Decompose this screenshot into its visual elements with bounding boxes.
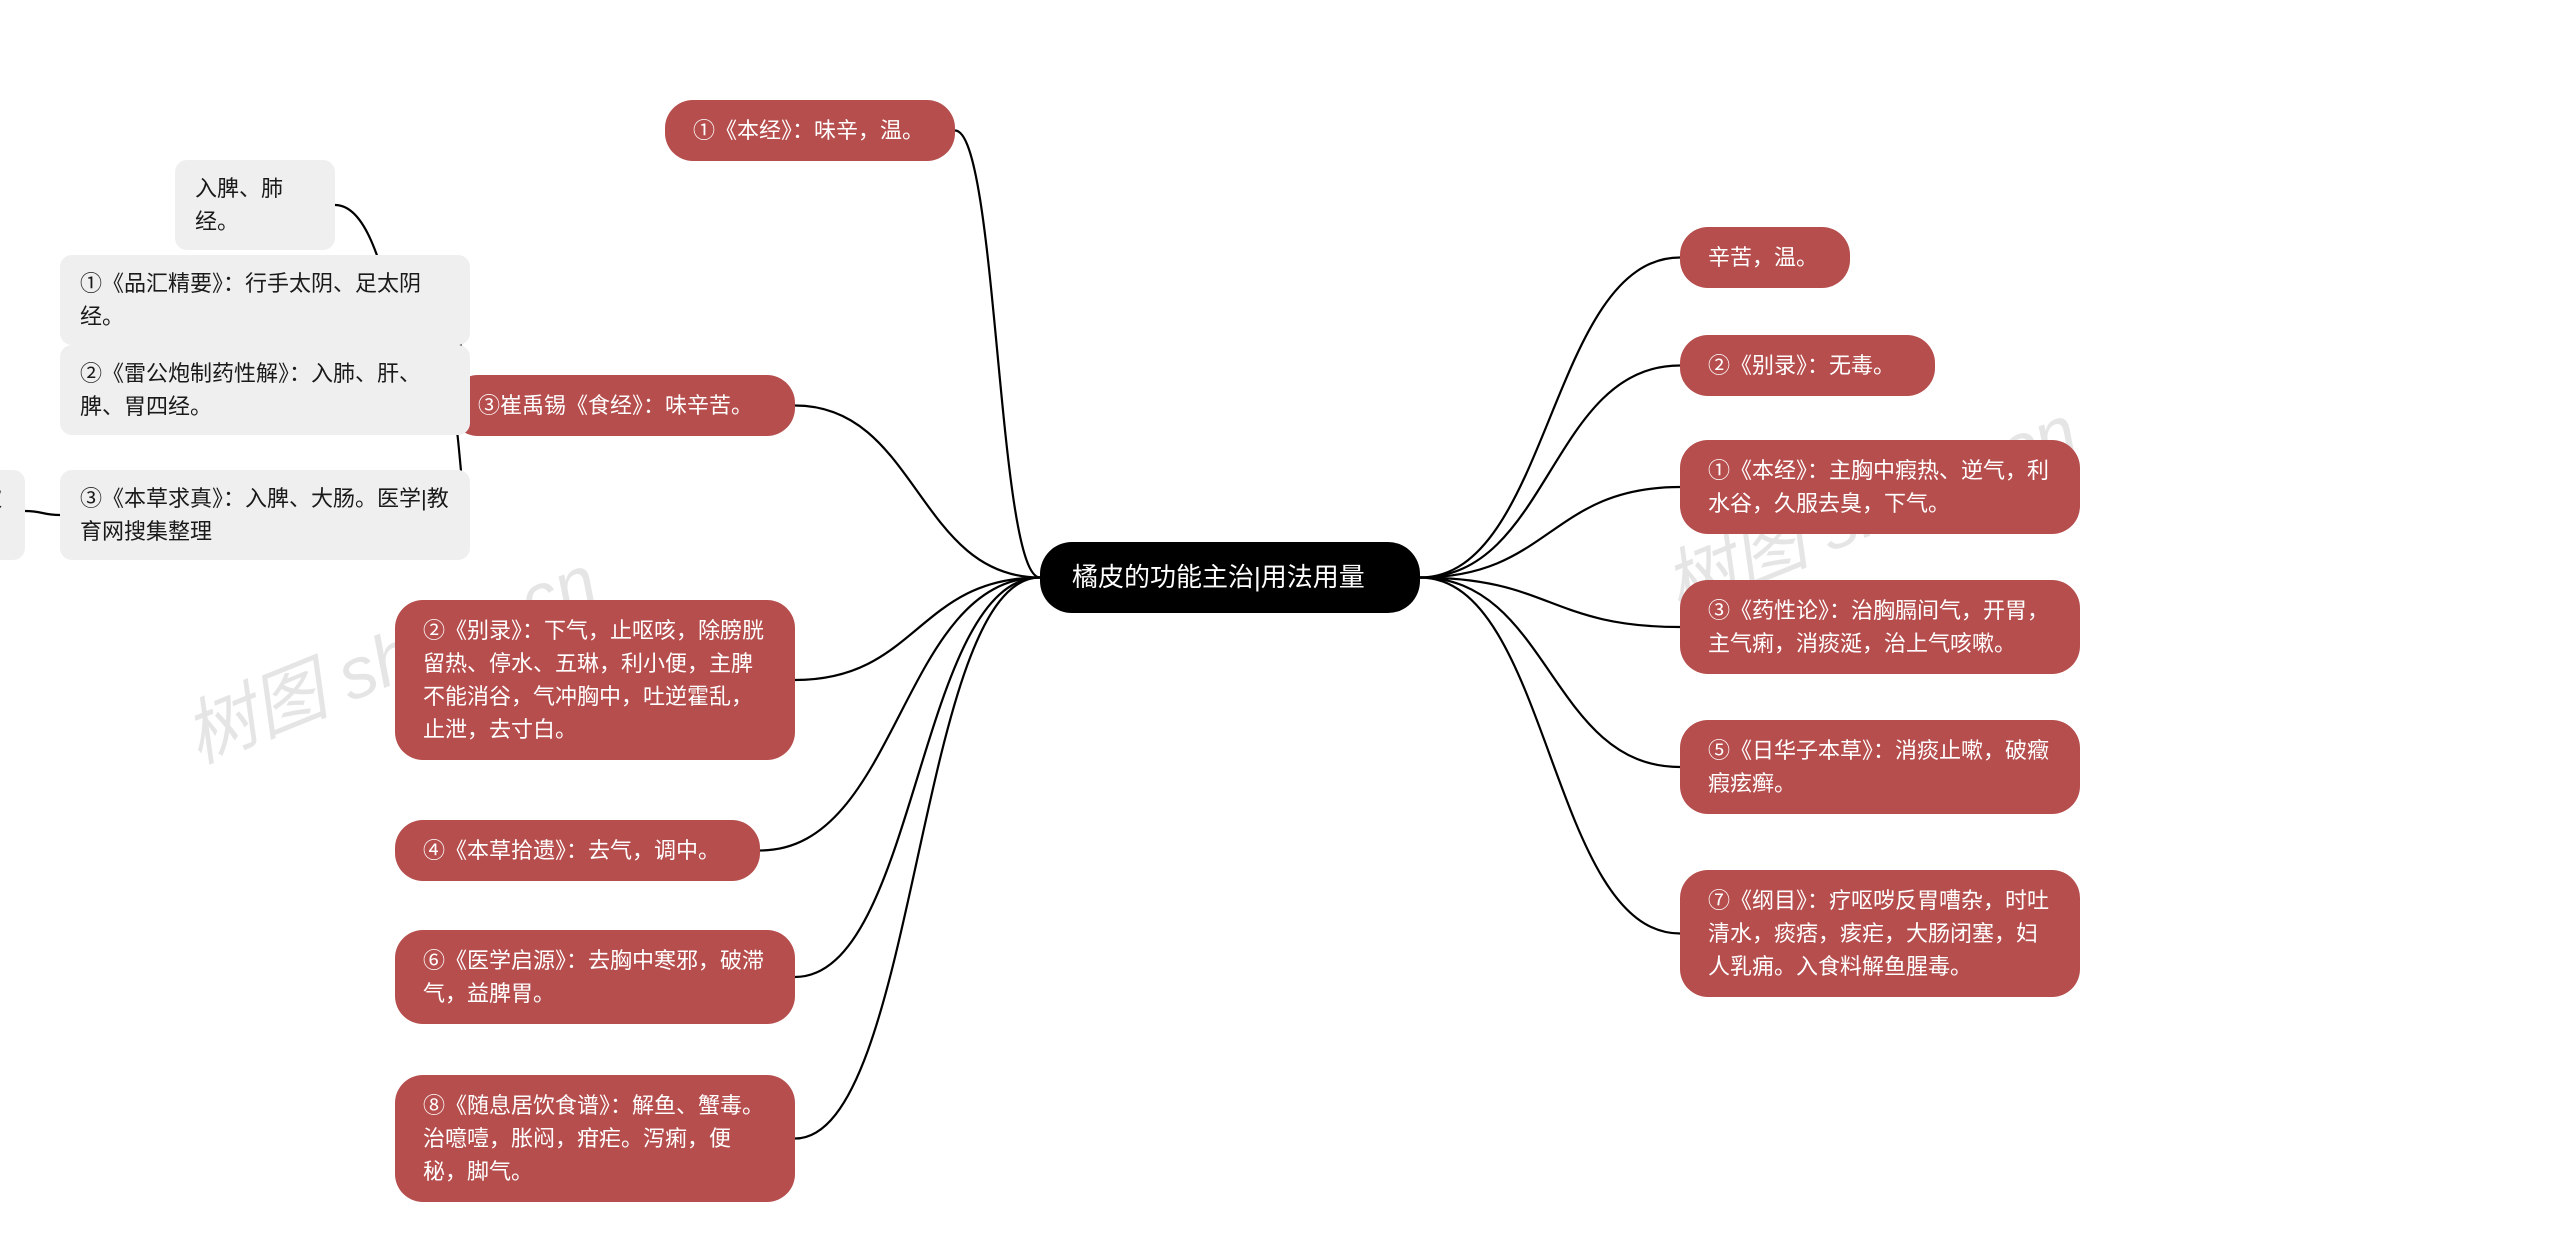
left-node-l2: ②《别录》：下气，止呕咳，除膀胱留热、停水、五琳，利小便，主脾不能消谷，气冲胸中… xyxy=(395,600,795,760)
gray-node-dangling: 理气，调中，燥湿，化痰。治胸腹胀满，不思饮食，呕吐哕逆，咳嗽痰多。亦解鱼、蟹毒。 xyxy=(0,470,25,560)
gray-node-g3: ②《雷公炮制药性解》：入肺、肝、脾、胃四经。 xyxy=(60,345,470,435)
gray-node-g1: 入脾、肺经。 xyxy=(175,160,335,250)
left-node-l8: ⑧《随息居饮食谱》：解鱼、蟹毒。治噫噎，胀闷，疳疟。泻痢，便秘，脚气。 xyxy=(395,1075,795,1202)
left-node-l4: ④《本草拾遗》：去气，调中。 xyxy=(395,820,760,881)
right-node-r1: ①《本经》：主胸中瘕热、逆气，利水谷，久服去臭，下气。 xyxy=(1680,440,2080,534)
left-node-l1: ①《本经》：味辛，温。 xyxy=(665,100,955,161)
left-node-l3: ③崔禹锡《食经》：味辛苦。 xyxy=(450,375,795,436)
gray-node-g2: ①《品汇精要》：行手太阴、足太阴经。 xyxy=(60,255,470,345)
left-node-l6: ⑥《医学启源》：去胸中寒邪，破滞气，益脾胃。 xyxy=(395,930,795,1024)
connector-layer xyxy=(0,0,2560,1259)
gray-node-g4: ③《本草求真》：入脾、大肠。医学|教育网搜集整理 xyxy=(60,470,470,560)
right-node-r0: 辛苦，温。 xyxy=(1680,227,1850,288)
root-node: 橘皮的功能主治|用法用量 xyxy=(1040,542,1420,613)
right-node-r7: ⑦《纲目》：疗呕哕反胃嘈杂，时吐清水，痰痞，痎疟，大肠闭塞，妇人乳痈。入食料解鱼… xyxy=(1680,870,2080,997)
right-node-r5: ⑤《日华子本草》：消痰止嗽，破癥瘕痃癣。 xyxy=(1680,720,2080,814)
right-node-r3: ③《药性论》：治胸膈间气，开胃，主气痢，消痰涎，治上气咳嗽。 xyxy=(1680,580,2080,674)
right-node-r2: ②《别录》：无毒。 xyxy=(1680,335,1935,396)
